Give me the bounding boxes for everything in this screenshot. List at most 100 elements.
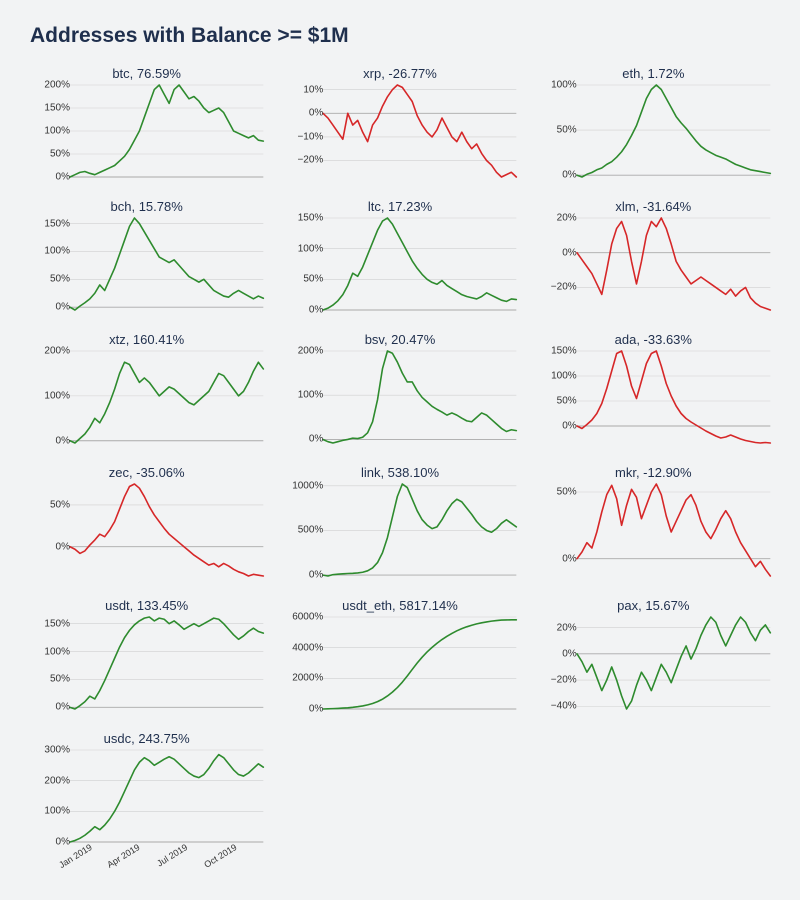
panel-pax: pax, 15.67%−40%−20%0%20% <box>537 598 770 709</box>
y-tick-label: 2000% <box>292 673 323 684</box>
y-tick-label: 100% <box>44 390 70 401</box>
y-tick-label: 20% <box>557 622 577 633</box>
panel-ada: ada, -33.63%0%50%100%150% <box>537 332 770 443</box>
y-tick-label: −20% <box>297 155 323 166</box>
plot-xlm: −20%0%20% <box>537 218 770 310</box>
panel-usdt_eth: usdt_eth, 5817.14%0%2000%4000%6000% <box>283 598 516 709</box>
panel-link: link, 538.10%0%500%1000% <box>283 465 516 576</box>
y-axis-labels: 0%50% <box>30 484 70 576</box>
plot-ada: 0%50%100%150% <box>537 351 770 443</box>
y-axis-labels: 0%50%100%150%200% <box>30 85 70 177</box>
y-tick-label: 200% <box>298 346 324 357</box>
y-tick-label: 100% <box>44 246 70 257</box>
y-axis-labels: −40% −20% 0% 20% <box>537 617 577 709</box>
panel-title-mkr: mkr, -12.90% <box>537 465 770 480</box>
y-tick-label: −20% <box>551 282 577 293</box>
x-tick-label: Oct 2019 <box>202 842 238 870</box>
panel-title-zec: zec, -35.06% <box>30 465 263 480</box>
y-tick-label: 50% <box>50 274 70 285</box>
panel-bch: bch, 15.78%0%50%100%150% <box>30 199 263 310</box>
y-tick-label: 100% <box>551 80 577 91</box>
y-axis-labels: 0%100%200%300% <box>30 750 70 842</box>
y-tick-label: −10% <box>297 131 323 142</box>
y-tick-label: 0% <box>56 702 70 713</box>
series-line <box>70 362 263 443</box>
y-tick-label: 0% <box>562 648 576 659</box>
y-axis-labels: 0%50%100% <box>537 85 577 177</box>
series-line <box>577 85 770 177</box>
x-tick-label: Jul 2019 <box>155 842 189 869</box>
plot-bch: 0%50%100%150% <box>30 218 263 310</box>
y-tick-label: 0% <box>56 837 70 848</box>
y-tick-label: 0% <box>309 434 323 445</box>
y-tick-label: 0% <box>56 541 70 552</box>
plot-usdt_eth: 0%2000%4000%6000% <box>283 617 516 709</box>
y-axis-labels: 0%100%200% <box>283 351 323 443</box>
panel-bsv: bsv, 20.47%0%100%200% <box>283 332 516 443</box>
series-line <box>577 617 770 709</box>
y-tick-label: 100% <box>298 390 324 401</box>
y-tick-label: 0% <box>562 247 576 258</box>
y-axis-labels: 0% 50% <box>537 484 577 576</box>
series-line <box>323 85 516 177</box>
y-axis-labels: 0%50%100%150% <box>283 218 323 310</box>
plot-btc: 0%50%100%150%200% <box>30 85 263 177</box>
y-tick-label: 0% <box>309 704 323 715</box>
series-line <box>577 484 770 576</box>
panel-xtz: xtz, 160.41%0%100%200% <box>30 332 263 443</box>
y-tick-label: 150% <box>44 103 70 114</box>
y-tick-label: 0% <box>562 553 576 564</box>
y-axis-labels: 0%50%100%150% <box>30 617 70 709</box>
y-tick-label: 10% <box>303 84 323 95</box>
y-tick-label: 50% <box>303 274 323 285</box>
panel-title-bch: bch, 15.78% <box>30 199 263 214</box>
y-tick-label: 150% <box>298 213 324 224</box>
y-tick-label: 150% <box>44 618 70 629</box>
y-tick-label: 200% <box>44 775 70 786</box>
series-line <box>70 484 263 576</box>
series-line <box>323 484 516 576</box>
y-tick-label: 4000% <box>292 642 323 653</box>
y-axis-labels: 0%100%200% <box>30 351 70 443</box>
y-tick-label: −40% <box>551 701 577 712</box>
panel-title-usdt: usdt, 133.45% <box>30 598 263 613</box>
panel-ltc: ltc, 17.23%0%50%100%150% <box>283 199 516 310</box>
y-tick-label: 500% <box>298 525 324 536</box>
y-tick-label: 50% <box>50 149 70 160</box>
plot-zec: 0%50% <box>30 484 263 576</box>
y-tick-label: 0% <box>56 172 70 183</box>
y-axis-labels: −20% −10% 0% 10% <box>283 85 323 177</box>
y-tick-label: 0% <box>56 435 70 446</box>
plot-bsv: 0%100%200% <box>283 351 516 443</box>
y-tick-label: 0% <box>309 108 323 119</box>
panel-mkr: mkr, -12.90% 0% 50% <box>537 465 770 576</box>
y-tick-label: 0% <box>562 421 576 432</box>
y-tick-label: 100% <box>44 646 70 657</box>
y-tick-label: −20% <box>551 675 577 686</box>
chart-grid: btc, 76.59%0%50%100%150%200%xrp, -26.77%… <box>30 66 770 870</box>
y-tick-label: 100% <box>44 126 70 137</box>
y-tick-label: 100% <box>551 371 577 382</box>
y-axis-labels: 0%50%100%150% <box>30 218 70 310</box>
plot-xtz: 0%100%200% <box>30 351 263 443</box>
plot-usdc: 0%100%200%300%Jan 2019Apr 2019Jul 2019Oc… <box>30 750 263 842</box>
y-axis-labels: −20%0%20% <box>537 218 577 310</box>
y-tick-label: 50% <box>557 487 577 498</box>
series-line <box>323 218 516 310</box>
y-tick-label: 100% <box>298 243 324 254</box>
y-tick-label: 1000% <box>292 480 323 491</box>
panel-eth: eth, 1.72%0%50%100% <box>537 66 770 177</box>
series-line <box>577 218 770 310</box>
y-tick-label: 0% <box>562 170 576 181</box>
series-line <box>70 617 263 709</box>
y-tick-label: 300% <box>44 745 70 756</box>
x-tick-label: Apr 2019 <box>106 842 142 870</box>
series-line <box>577 351 770 443</box>
y-tick-label: 200% <box>44 346 70 357</box>
y-tick-label: 0% <box>309 305 323 316</box>
series-line <box>323 351 516 443</box>
y-axis-labels: 0%2000%4000%6000% <box>283 617 323 709</box>
y-tick-label: 200% <box>44 80 70 91</box>
plot-usdt: 0%50%100%150% <box>30 617 263 709</box>
y-axis-labels: 0%50%100%150% <box>537 351 577 443</box>
